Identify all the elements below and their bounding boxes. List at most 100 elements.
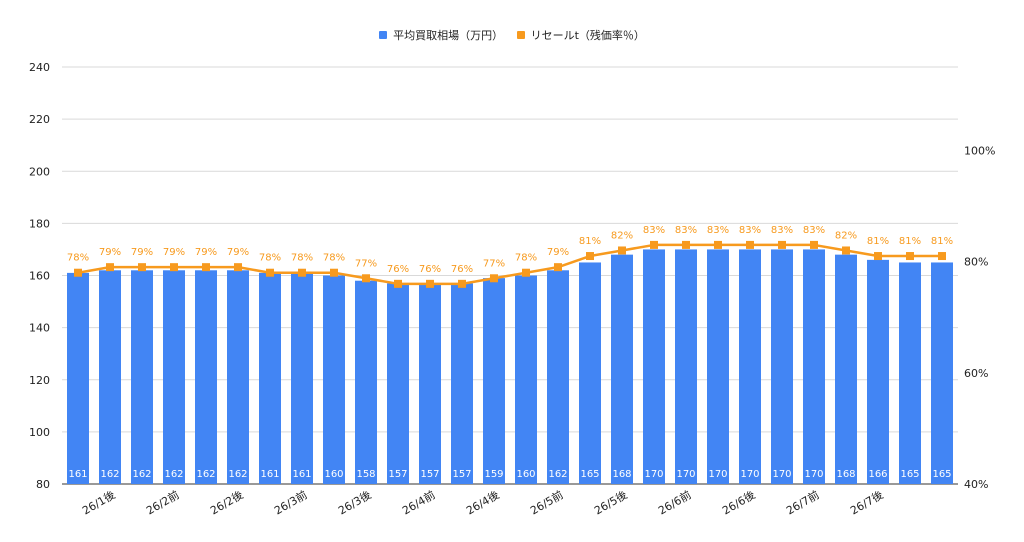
line-data-label: 76%	[451, 264, 473, 275]
bar-data-label: 170	[676, 469, 695, 480]
bar-data-label: 165	[932, 469, 951, 480]
y-tick-label: 240	[29, 61, 50, 74]
bar-data-label: 159	[484, 469, 503, 480]
legend-label-line: リセールt（残価率％）	[530, 29, 645, 42]
x-axis: 26/1後 26/2前 26/2後 26/3前 26/3後 26/4前 26/4後 26/5前…	[80, 487, 886, 517]
x-tick-label: 26/5後	[592, 487, 630, 517]
legend-item-line: リセールt（残価率％）	[516, 27, 645, 43]
bar-data-label: 158	[356, 469, 375, 480]
x-tick-label: 26/1後	[80, 487, 118, 517]
bar-data-labels: 161 162 162 162 162 162 161 161 160 158 157 157 157 1…	[68, 469, 951, 480]
line-data-label: 81%	[579, 236, 601, 247]
x-tick-label: 26/7後	[848, 487, 886, 517]
x-tick-label: 26/6前	[656, 487, 694, 517]
y-tick-label: 180	[29, 217, 50, 230]
line-point	[298, 268, 306, 277]
x-tick-label: 26/5前	[528, 487, 566, 517]
bar-data-label: 157	[420, 469, 439, 480]
y2-tick-label: 40%	[964, 478, 988, 491]
line-point	[522, 268, 530, 277]
bar	[387, 283, 409, 484]
legend-swatch-bars	[379, 31, 388, 39]
line-data-label: 83%	[771, 225, 793, 236]
bar	[611, 254, 633, 484]
line-point	[554, 263, 562, 272]
line-data-label: 83%	[643, 225, 665, 236]
bar	[483, 278, 505, 484]
x-tick-label: 26/7前	[784, 487, 822, 517]
bar	[739, 249, 761, 484]
line-data-label: 79%	[163, 247, 185, 258]
x-tick-label: 26/4前	[400, 487, 438, 517]
y2-tick-label: 100%	[964, 144, 995, 157]
line-data-label: 79%	[131, 247, 153, 258]
line-point	[746, 240, 754, 249]
line-data-label: 77%	[483, 258, 505, 269]
y-tick-label: 120	[29, 374, 50, 387]
bar	[419, 283, 441, 484]
bar-data-label: 162	[228, 469, 247, 480]
y-axis-left: 80 100 120 140 160 180 200 220 240	[29, 61, 50, 491]
line-data-label: 77%	[355, 258, 377, 269]
x-tick-label: 26/3前	[272, 487, 310, 517]
line-point	[874, 252, 882, 261]
line-data-label: 78%	[259, 253, 281, 264]
line-data-label: 83%	[803, 225, 825, 236]
bar-data-label: 161	[68, 469, 87, 480]
y-tick-label: 200	[29, 165, 50, 178]
y-axis-right: 40% 60% 80% 100%	[964, 144, 995, 491]
line-point	[330, 268, 338, 277]
bar	[931, 262, 953, 484]
line-point	[682, 240, 690, 249]
bar-data-label: 170	[772, 469, 791, 480]
bar-data-label: 162	[196, 469, 215, 480]
bar	[67, 272, 89, 484]
legend-label-bars: 平均買取相場（万円）	[393, 29, 504, 42]
bar-data-label: 170	[804, 469, 823, 480]
bar	[547, 270, 569, 484]
line-data-label: 81%	[931, 236, 953, 247]
line-data-labels: 78% 79% 79% 79% 79% 79% 78% 78% 78% 77% 76% 76% 76% 7…	[67, 225, 953, 275]
bar-data-label: 165	[900, 469, 919, 480]
bar	[515, 275, 537, 484]
line-point	[138, 263, 146, 272]
y-tick-label: 140	[29, 322, 50, 335]
bar	[131, 270, 153, 484]
line-data-label: 76%	[387, 264, 409, 275]
x-tick-label: 26/3後	[336, 487, 374, 517]
line-data-label: 81%	[867, 236, 889, 247]
bar	[771, 249, 793, 484]
bar	[259, 272, 281, 484]
bar-data-label: 162	[132, 469, 151, 480]
bar-data-label: 162	[100, 469, 119, 480]
bar	[195, 270, 217, 484]
line-point	[426, 279, 434, 288]
line-point	[714, 240, 722, 249]
line-point	[266, 268, 274, 277]
line-data-label: 79%	[227, 247, 249, 258]
bar	[675, 249, 697, 484]
bar-data-label: 157	[388, 469, 407, 480]
bar-data-label: 162	[164, 469, 183, 480]
bar	[163, 270, 185, 484]
x-tick-label: 26/2前	[144, 487, 182, 517]
y-tick-label: 100	[29, 426, 50, 439]
bar-data-label: 161	[292, 469, 311, 480]
line-point	[234, 263, 242, 272]
line-data-label: 78%	[291, 253, 313, 264]
bar-data-label: 161	[260, 469, 279, 480]
line-point	[458, 279, 466, 288]
line-point	[842, 246, 850, 255]
bar-data-label: 165	[580, 469, 599, 480]
legend-item-bars: 平均買取相場（万円）	[379, 27, 503, 43]
bar	[227, 270, 249, 484]
bar-series	[67, 249, 953, 484]
line-data-label: 83%	[707, 225, 729, 236]
line-point	[586, 252, 594, 261]
line-data-label: 83%	[675, 225, 697, 236]
line-data-label: 79%	[195, 247, 217, 258]
bar-data-label: 170	[644, 469, 663, 480]
bar	[355, 280, 377, 484]
line-point	[490, 274, 498, 283]
line-point	[394, 279, 402, 288]
